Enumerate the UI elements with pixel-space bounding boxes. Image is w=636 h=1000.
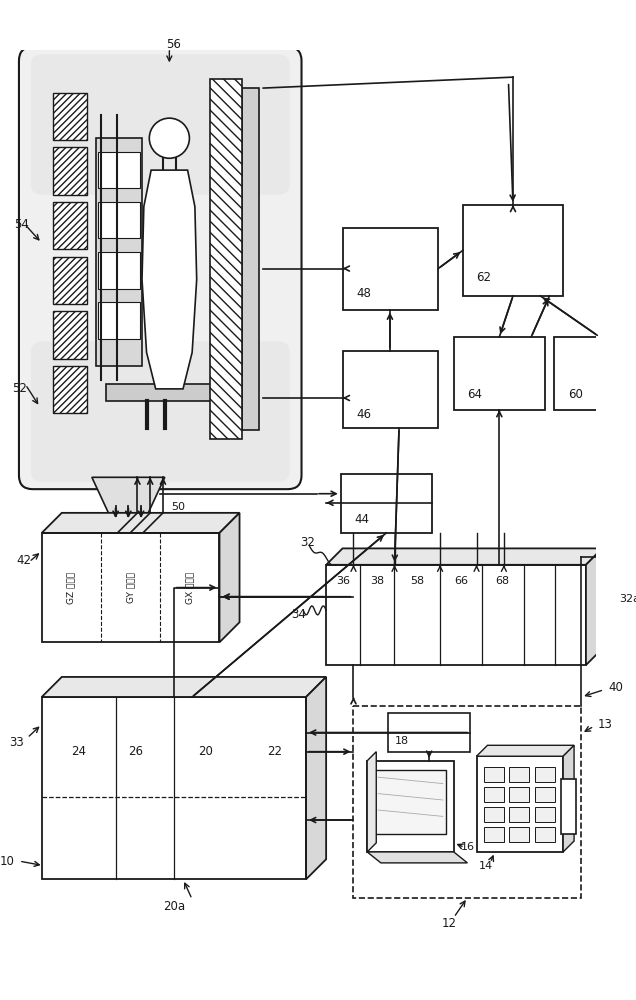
Text: 62: 62 [476,271,492,284]
Bar [53,93,87,140]
Bar [211,79,242,439]
Bar [53,147,87,195]
Bar [562,779,576,834]
Polygon shape [476,745,574,756]
Polygon shape [563,745,574,852]
Bar [453,337,545,410]
Text: 16: 16 [460,842,474,852]
Circle shape [149,118,190,158]
Text: 18: 18 [395,736,409,746]
Bar [484,827,504,842]
Bar [554,337,636,410]
Bar [53,311,87,359]
Bar [42,533,219,642]
Text: 68: 68 [495,576,510,586]
Text: 48: 48 [356,287,371,300]
Text: 40: 40 [609,681,623,694]
Polygon shape [42,677,326,697]
Text: 20a: 20a [163,900,185,913]
Bar [509,807,529,822]
Text: 12: 12 [441,917,457,930]
Bar [463,205,563,296]
Polygon shape [142,170,197,389]
Text: 24: 24 [71,745,86,758]
Text: 42: 42 [16,554,31,567]
Bar [343,351,438,428]
Text: 14: 14 [479,861,493,871]
Text: 10: 10 [0,855,15,868]
FancyBboxPatch shape [19,47,301,489]
Bar [375,770,446,834]
Bar [97,138,142,366]
Polygon shape [326,548,602,565]
Text: 52: 52 [13,382,27,395]
Bar [326,565,586,665]
Bar [354,706,581,898]
Bar [535,807,555,822]
Text: 33: 33 [9,736,24,749]
Text: 44: 44 [354,513,370,526]
Text: 20: 20 [198,745,213,758]
Text: 34: 34 [291,608,306,621]
Text: 54: 54 [14,218,29,231]
Bar [53,202,87,249]
Bar [509,767,529,782]
Bar [535,827,555,842]
Text: GX 放大器: GX 放大器 [186,572,195,604]
Bar [53,257,87,304]
Bar [98,152,140,188]
Polygon shape [219,513,240,642]
Bar [509,827,529,842]
Text: 56: 56 [167,38,181,51]
Text: 38: 38 [370,576,384,586]
Text: 60: 60 [568,388,583,401]
Bar [106,384,215,401]
Polygon shape [367,752,377,852]
Bar [367,761,453,852]
Bar [509,787,529,802]
Text: GZ 放大器: GZ 放大器 [66,572,76,604]
Bar [388,713,470,752]
Bar [242,88,259,430]
Text: 26: 26 [128,745,143,758]
Bar [535,767,555,782]
Text: 22: 22 [266,745,282,758]
Bar [53,366,87,413]
Text: 64: 64 [467,388,483,401]
Text: 50: 50 [172,502,186,512]
Polygon shape [586,548,602,665]
Bar [341,474,432,533]
FancyBboxPatch shape [31,54,289,195]
Bar [343,228,438,310]
Bar [484,767,504,782]
Text: 46: 46 [356,408,371,421]
Text: 32: 32 [300,536,315,549]
Bar [98,252,140,289]
Polygon shape [92,477,165,516]
Polygon shape [367,852,467,863]
Text: 13: 13 [598,718,612,731]
Text: 58: 58 [410,576,424,586]
Bar [484,787,504,802]
Text: GY 放大器: GY 放大器 [127,572,135,603]
FancyBboxPatch shape [31,341,289,482]
Text: 36: 36 [336,576,350,586]
Bar [42,697,306,879]
Bar [98,302,140,339]
Bar [98,202,140,238]
Text: 66: 66 [454,576,468,586]
Text: 32a: 32a [619,594,636,604]
Bar [484,807,504,822]
Bar [476,756,563,852]
Polygon shape [306,677,326,879]
Bar [535,787,555,802]
Polygon shape [42,513,240,533]
